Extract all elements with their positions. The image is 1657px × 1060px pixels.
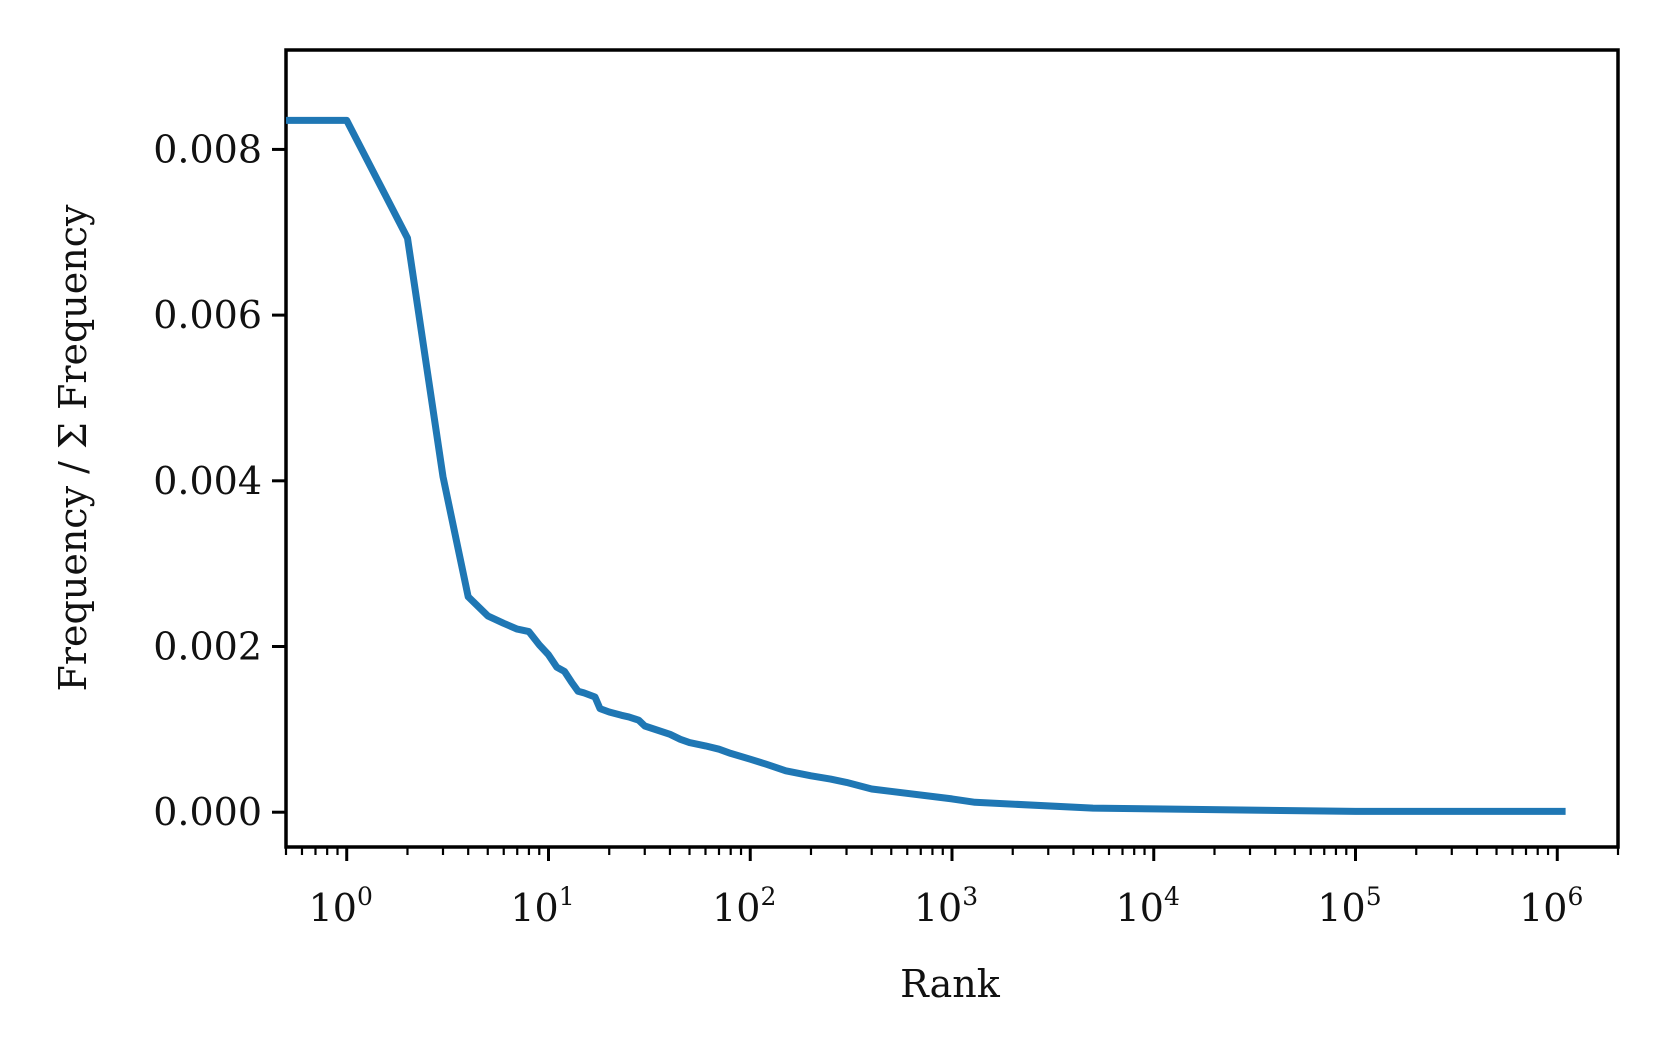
plot-frame xyxy=(284,48,1620,849)
y-axis-label: Frequency / Σ Frequency xyxy=(51,204,95,692)
y-tick-label: 0.006 xyxy=(153,293,262,337)
x-tick-label: 102 xyxy=(712,882,776,930)
x-tick-label: 100 xyxy=(309,882,373,930)
x-axis-label: Rank xyxy=(900,962,1001,1006)
x-tick-label: 103 xyxy=(914,882,978,930)
series-line xyxy=(286,116,1566,815)
x-tick-label: 106 xyxy=(1519,882,1583,930)
y-tick-label: 0.000 xyxy=(153,790,262,834)
x-axis: 100 101 102 103 104 105 106 xyxy=(284,847,1620,930)
y-tick-label: 0.008 xyxy=(153,127,262,171)
y-tick-label: 0.004 xyxy=(153,459,262,503)
y-tick-label: 0.002 xyxy=(153,625,262,669)
x-tick-label: 101 xyxy=(510,882,574,930)
x-tick-label: 105 xyxy=(1317,882,1381,930)
y-axis: 0.000 0.002 0.004 0.006 0.008 xyxy=(153,127,286,834)
x-tick-label: 104 xyxy=(1116,882,1180,930)
